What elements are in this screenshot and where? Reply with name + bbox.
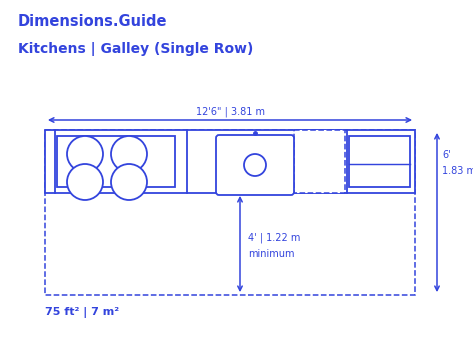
- Circle shape: [67, 136, 103, 172]
- Text: 1.83 m: 1.83 m: [442, 166, 473, 176]
- Text: 12'6" | 3.81 m: 12'6" | 3.81 m: [195, 106, 264, 117]
- Text: 4' | 1.22 m: 4' | 1.22 m: [248, 233, 300, 243]
- FancyBboxPatch shape: [216, 135, 294, 195]
- Circle shape: [111, 164, 147, 200]
- Text: 75 ft² | 7 m²: 75 ft² | 7 m²: [45, 307, 119, 318]
- Bar: [294, 130, 345, 193]
- Circle shape: [244, 154, 266, 176]
- Text: Dimensions.Guide: Dimensions.Guide: [18, 14, 167, 29]
- Circle shape: [67, 164, 103, 200]
- Text: Kitchens | Galley (Single Row): Kitchens | Galley (Single Row): [18, 42, 254, 56]
- Bar: [349, 136, 410, 187]
- Bar: [45, 130, 415, 193]
- Text: minimum: minimum: [248, 249, 295, 259]
- Circle shape: [111, 136, 147, 172]
- Bar: [45, 130, 415, 295]
- Text: 6': 6': [442, 150, 451, 160]
- Bar: [57, 136, 175, 187]
